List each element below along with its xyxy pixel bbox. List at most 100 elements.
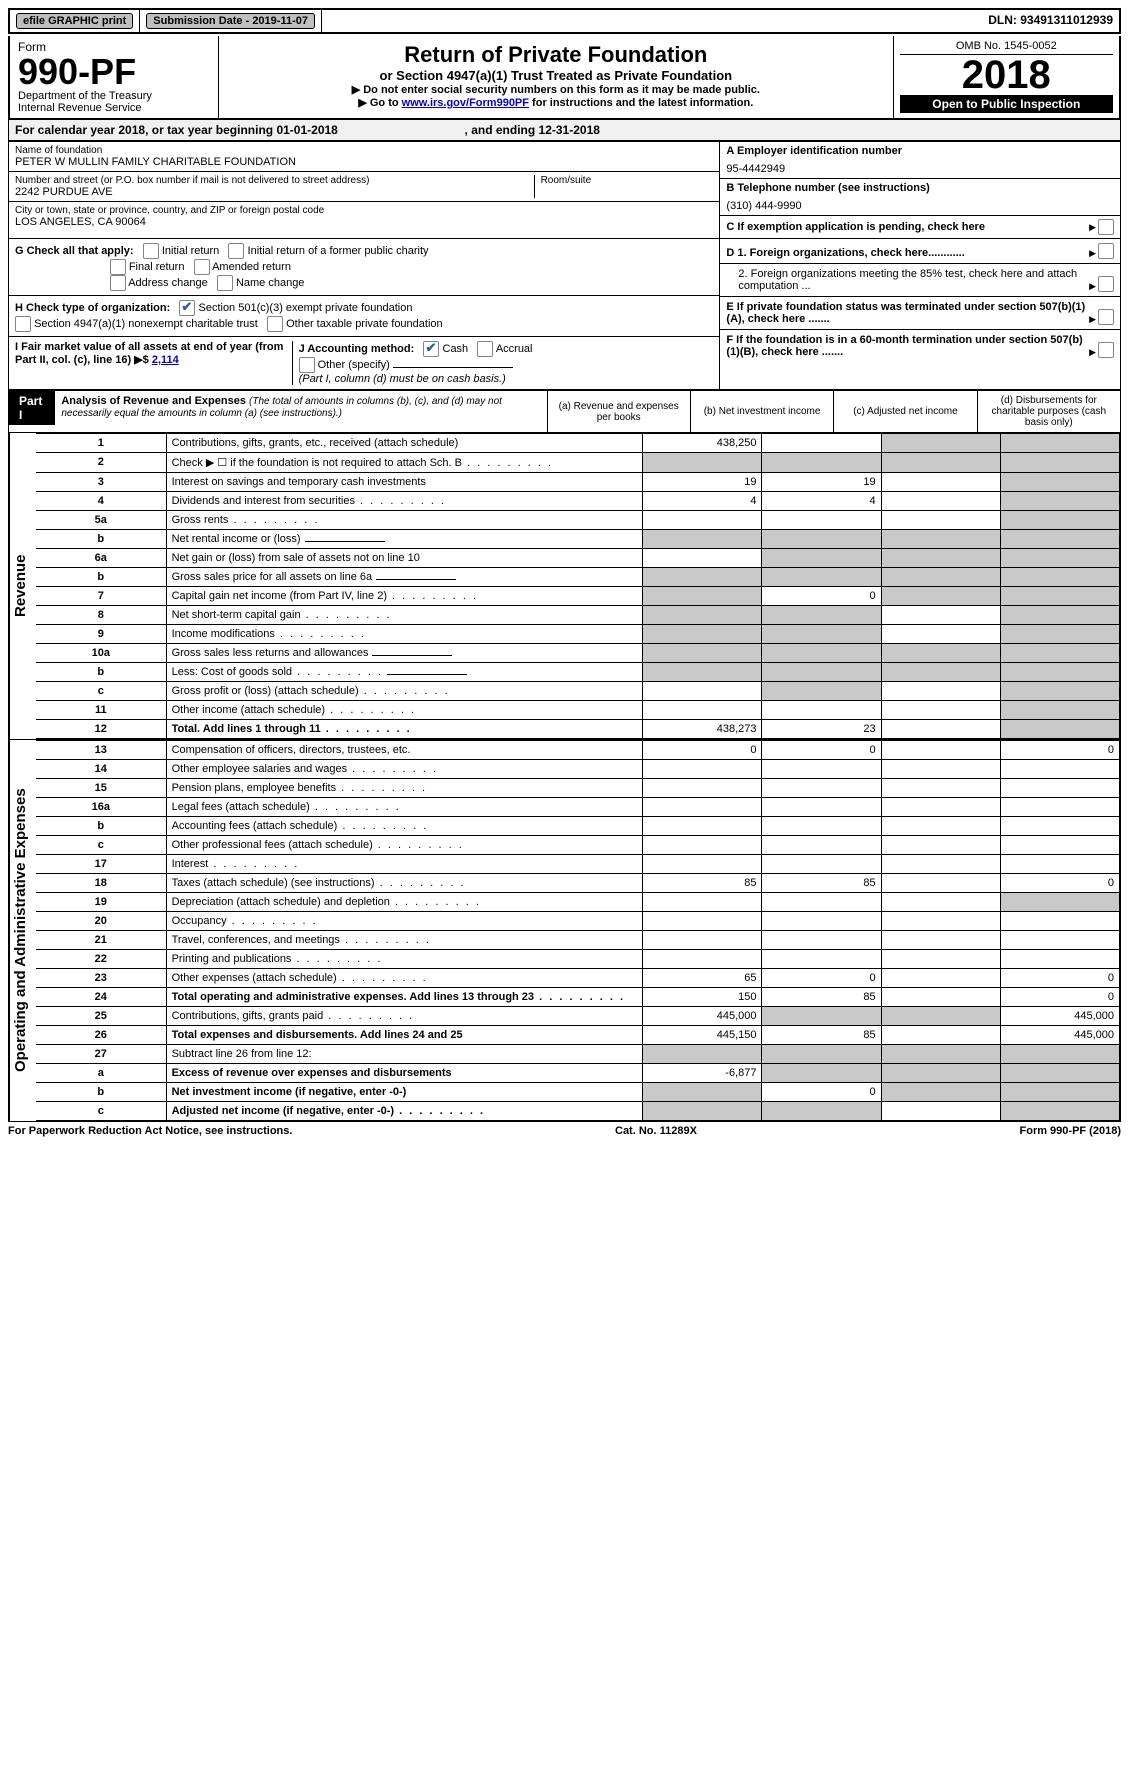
table-row: 9Income modifications <box>36 625 1120 644</box>
data-cell-a <box>643 530 762 549</box>
data-cell-c <box>881 1007 1000 1026</box>
exemption-checkbox[interactable] <box>1098 219 1114 235</box>
line-description: Legal fees (attach schedule) <box>166 798 643 817</box>
line-description: Accounting fees (attach schedule) <box>166 817 643 836</box>
ein-value: 95-4442949 <box>726 157 1114 175</box>
status-terminated-checkbox[interactable] <box>1098 309 1114 325</box>
part1-title: Analysis of Revenue and Expenses <box>61 395 246 407</box>
line-number: 21 <box>36 931 166 950</box>
data-cell-a <box>643 817 762 836</box>
revenue-side-label: Revenue <box>9 433 36 739</box>
line-description: Gross sales less returns and allowances <box>166 644 643 663</box>
col-d-header: (d) Disbursements for charitable purpose… <box>977 391 1120 432</box>
form-header: Form 990-PF Department of the Treasury I… <box>8 36 1121 120</box>
data-cell-c <box>881 988 1000 1007</box>
line-number: 22 <box>36 950 166 969</box>
data-cell-a <box>643 625 762 644</box>
data-cell-d: 0 <box>1000 874 1119 893</box>
data-cell-b <box>762 549 881 568</box>
dln: DLN: 93491311012939 <box>982 10 1119 32</box>
table-row: cOther professional fees (attach schedul… <box>36 836 1120 855</box>
accrual-checkbox[interactable] <box>477 341 493 357</box>
irs-label: Internal Revenue Service <box>18 102 210 114</box>
data-cell-a: 438,273 <box>643 720 762 739</box>
table-row: 24Total operating and administrative exp… <box>36 988 1120 1007</box>
line-number: b <box>36 817 166 836</box>
data-cell-b <box>762 644 881 663</box>
line-description: Total operating and administrative expen… <box>166 988 643 1007</box>
line-description: Other professional fees (attach schedule… <box>166 836 643 855</box>
data-cell-b <box>762 453 881 473</box>
form-subtitle: or Section 4947(a)(1) Trust Treated as P… <box>225 68 887 83</box>
other-taxable-checkbox[interactable] <box>267 316 283 332</box>
revenue-section: Revenue 1Contributions, gifts, grants, e… <box>8 433 1121 740</box>
ein-label: A Employer identification number <box>726 145 1114 157</box>
irs-link[interactable]: www.irs.gov/Form990PF <box>402 97 529 109</box>
table-row: 1Contributions, gifts, grants, etc., rec… <box>36 434 1120 453</box>
data-cell-a: -6,877 <box>643 1064 762 1083</box>
foreign-85-checkbox[interactable] <box>1098 276 1114 292</box>
data-cell-a: 4 <box>643 492 762 511</box>
data-cell-d <box>1000 817 1119 836</box>
data-cell-a <box>643 511 762 530</box>
line-number: b <box>36 568 166 587</box>
line-number: 13 <box>36 741 166 760</box>
cash-checkbox[interactable] <box>423 341 439 357</box>
data-cell-d <box>1000 760 1119 779</box>
expenses-side-label: Operating and Administrative Expenses <box>9 740 36 1121</box>
line-number: 11 <box>36 701 166 720</box>
initial-return-checkbox[interactable] <box>143 243 159 259</box>
final-return-checkbox[interactable] <box>110 259 126 275</box>
data-cell-a <box>643 950 762 969</box>
data-cell-d <box>1000 587 1119 606</box>
data-cell-b: 85 <box>762 1026 881 1045</box>
line-description: Excess of revenue over expenses and disb… <box>166 1064 643 1083</box>
table-row: 25Contributions, gifts, grants paid445,0… <box>36 1007 1120 1026</box>
data-cell-c <box>881 701 1000 720</box>
data-cell-c <box>881 836 1000 855</box>
foundation-name-label: Name of foundation <box>15 145 713 156</box>
line-description: Net rental income or (loss) <box>166 530 643 549</box>
initial-former-checkbox[interactable] <box>228 243 244 259</box>
table-row: 22Printing and publications <box>36 950 1120 969</box>
other-method-checkbox[interactable] <box>299 357 315 373</box>
data-cell-a <box>643 701 762 720</box>
4947-checkbox[interactable] <box>15 316 31 332</box>
table-row: 3Interest on savings and temporary cash … <box>36 473 1120 492</box>
data-cell-c <box>881 874 1000 893</box>
60-month-checkbox[interactable] <box>1098 342 1114 358</box>
line-description: Less: Cost of goods sold <box>166 663 643 682</box>
table-row: bNet rental income or (loss) <box>36 530 1120 549</box>
instruction-1: ▶ Do not enter social security numbers o… <box>225 83 887 96</box>
data-cell-c <box>881 1064 1000 1083</box>
foreign-org-checkbox[interactable] <box>1098 243 1114 259</box>
data-cell-c <box>881 912 1000 931</box>
data-cell-d <box>1000 931 1119 950</box>
data-cell-c <box>881 663 1000 682</box>
checks-section: G Check all that apply: Initial return I… <box>8 239 1121 390</box>
line-number: b <box>36 530 166 549</box>
data-cell-a <box>643 1102 762 1121</box>
amended-return-checkbox[interactable] <box>194 259 210 275</box>
line-description: Contributions, gifts, grants paid <box>166 1007 643 1026</box>
name-change-checkbox[interactable] <box>217 275 233 291</box>
address-change-checkbox[interactable] <box>110 275 126 291</box>
data-cell-a <box>643 606 762 625</box>
data-cell-b <box>762 1045 881 1064</box>
line-number: 9 <box>36 625 166 644</box>
submission-date: Submission Date - 2019-11-07 <box>140 10 322 32</box>
line-description: Other employee salaries and wages <box>166 760 643 779</box>
501c3-checkbox[interactable] <box>179 300 195 316</box>
data-cell-d <box>1000 720 1119 739</box>
data-cell-c <box>881 779 1000 798</box>
e-label: E If private foundation status was termi… <box>726 301 1085 325</box>
calendar-year-row: For calendar year 2018, or tax year begi… <box>8 120 1121 141</box>
data-cell-c <box>881 530 1000 549</box>
table-row: cGross profit or (loss) (attach schedule… <box>36 682 1120 701</box>
fmv-value[interactable]: 2,114 <box>152 354 179 366</box>
data-cell-b <box>762 1007 881 1026</box>
efile-print[interactable]: efile GRAPHIC print <box>10 10 140 32</box>
line-description: Income modifications <box>166 625 643 644</box>
data-cell-d <box>1000 511 1119 530</box>
col-c-header: (c) Adjusted net income <box>833 391 976 432</box>
